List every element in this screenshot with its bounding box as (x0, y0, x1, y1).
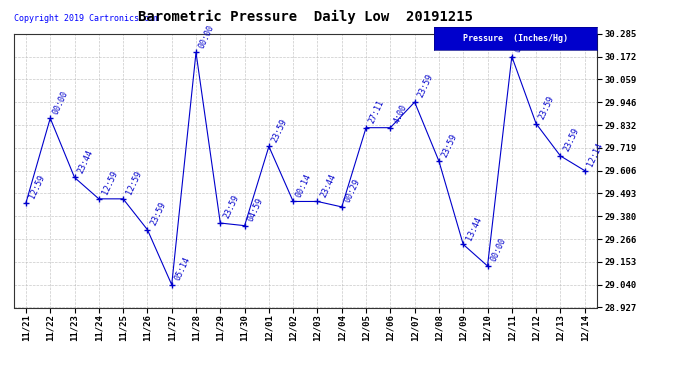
Text: 00:00: 00:00 (52, 89, 70, 116)
Text: 05:14: 05:14 (173, 255, 192, 282)
Text: 00:00: 00:00 (489, 237, 508, 263)
Text: 23:59: 23:59 (416, 73, 435, 99)
Text: 12:59: 12:59 (124, 170, 144, 196)
Text: 23:59: 23:59 (270, 117, 289, 144)
Text: 12:59: 12:59 (28, 174, 46, 200)
Text: 23:44: 23:44 (76, 148, 95, 175)
Text: 00:29: 00:29 (343, 178, 362, 204)
Text: 23:44: 23:44 (319, 172, 337, 199)
Title: Barometric Pressure  Daily Low  20191215: Barometric Pressure Daily Low 20191215 (138, 10, 473, 24)
Text: 00:1: 00:1 (513, 32, 530, 54)
Text: 00:14: 00:14 (295, 172, 313, 199)
Text: 23:59: 23:59 (538, 94, 556, 121)
Text: 23:59: 23:59 (562, 127, 580, 153)
Text: 27:11: 27:11 (368, 99, 386, 125)
Text: 13:44: 13:44 (464, 215, 484, 242)
Text: 23:59: 23:59 (149, 201, 168, 227)
Text: 12:14: 12:14 (586, 141, 605, 168)
Text: 4:00: 4:00 (392, 103, 408, 125)
Text: 23:59: 23:59 (221, 194, 240, 220)
Text: Copyright 2019 Cartronics.com: Copyright 2019 Cartronics.com (14, 14, 159, 23)
Text: 12:59: 12:59 (100, 170, 119, 196)
Text: 04:59: 04:59 (246, 196, 265, 223)
Text: 00:00: 00:00 (197, 23, 216, 50)
Text: 23:59: 23:59 (440, 132, 459, 158)
